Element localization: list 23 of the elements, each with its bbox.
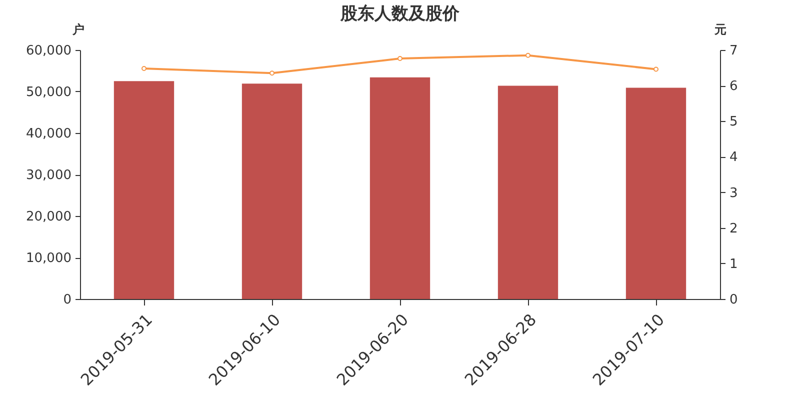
chart-title: 股东人数及股价 <box>340 4 460 24</box>
y2-tick-label: 6 <box>730 79 738 94</box>
y2-tick-label: 2 <box>730 221 738 236</box>
y2-tick-label: 5 <box>730 114 738 130</box>
y-tick-label: 10,000 <box>26 251 72 266</box>
y-axis-title: 户 <box>72 22 84 36</box>
point <box>526 52 530 58</box>
y-tick-label: 0 <box>63 292 72 308</box>
y2-tick-label: 7 <box>730 44 738 58</box>
y2-tick-label: 0 <box>730 292 738 308</box>
y2-axis-title: 元 <box>714 22 726 36</box>
y2-tick-label: 3 <box>730 186 738 201</box>
y2-tick-label: 4 <box>730 150 738 166</box>
point <box>142 66 146 71</box>
point <box>270 70 274 76</box>
y-tick-label: 60,000 <box>26 44 72 58</box>
y2-tick-label: 1 <box>730 256 738 272</box>
y-tick-label: 40,000 <box>26 126 72 142</box>
point <box>654 66 658 72</box>
y-tick-label: 50,000 <box>26 85 72 100</box>
y-tick-label: 30,000 <box>26 168 72 183</box>
point <box>398 56 402 62</box>
y-tick-label: 20,000 <box>26 210 72 224</box>
